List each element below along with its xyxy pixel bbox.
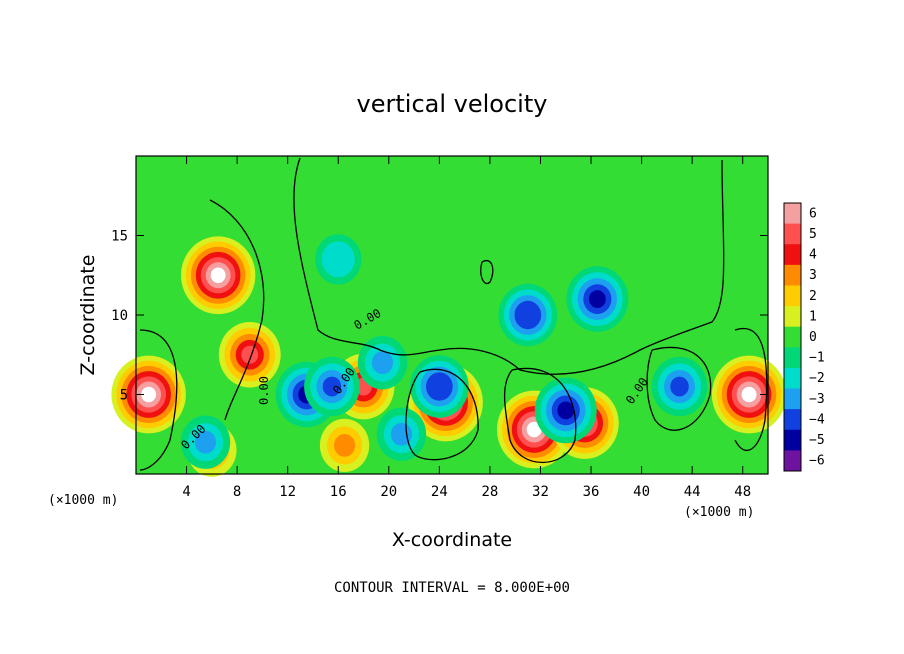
x-tick-label: 24 bbox=[431, 484, 448, 500]
contour-line-0 bbox=[293, 157, 725, 375]
colorbar-swatch bbox=[784, 429, 801, 451]
colorbar-frame bbox=[783, 202, 802, 472]
colorbar-label: 6 bbox=[809, 206, 817, 221]
downdraft-cell-15-level-4 bbox=[670, 376, 689, 397]
colorbar-label: −2 bbox=[809, 371, 825, 386]
downdraft-cell-17-level-3 bbox=[194, 430, 217, 454]
x-unit-left: (×1000 m) bbox=[48, 493, 118, 508]
updraft-cell-9-level-3 bbox=[333, 433, 356, 457]
contour-line-5 bbox=[646, 346, 712, 431]
x-tick-label: 8 bbox=[233, 484, 241, 500]
contour-line-2 bbox=[209, 199, 265, 421]
x-tick-label: 12 bbox=[279, 484, 296, 500]
zero-contours: 0.00 0.000.000.000.00 bbox=[139, 157, 768, 471]
colorbar-swatch bbox=[784, 285, 801, 307]
updraft-cell-5-level-8 bbox=[531, 426, 538, 433]
x-unit-right: (×1000 m) bbox=[684, 505, 754, 520]
x-tick-label: 20 bbox=[380, 484, 397, 500]
colorbar-label: −5 bbox=[809, 433, 825, 448]
colorbar-swatch bbox=[784, 264, 801, 286]
contour-interval-note: CONTOUR INTERVAL = 8.000E+00 bbox=[334, 580, 570, 596]
updraft-cell-7-level-8 bbox=[746, 391, 753, 398]
contour-line-3 bbox=[405, 368, 479, 461]
colorbar-label: −6 bbox=[809, 454, 825, 469]
colorbar-swatch bbox=[784, 450, 801, 472]
colorbar: 6 5 4 3 2 1 0 −1 −2 −3 −4 −5 −6 bbox=[783, 202, 825, 472]
colorbar-label: 1 bbox=[809, 309, 817, 324]
colorbar-swatch bbox=[784, 367, 801, 390]
colorbar-swatch bbox=[784, 223, 801, 245]
downdraft-cell-11-level-5 bbox=[519, 306, 536, 324]
downdraft-cell-18-level-3 bbox=[328, 248, 349, 271]
x-tick-label: 28 bbox=[481, 484, 498, 500]
colorbar-swatch bbox=[784, 326, 801, 348]
downdraft-cell-19-level-3 bbox=[371, 351, 394, 375]
colorbar-swatch bbox=[784, 347, 801, 369]
colorbar-swatch bbox=[784, 306, 801, 328]
chart-title: vertical velocity bbox=[357, 90, 548, 118]
colorbar-swatch bbox=[784, 388, 801, 410]
y-tick-label: 10 bbox=[111, 308, 128, 324]
downdraft-cell-16-level-5 bbox=[557, 401, 575, 420]
colorbar-label: 4 bbox=[809, 248, 817, 263]
x-tick-label: 40 bbox=[633, 484, 650, 500]
downdraft-cell-14-level-4 bbox=[322, 376, 342, 397]
updraft-cell-0-level-8 bbox=[215, 272, 222, 279]
x-axis-label: X-coordinate bbox=[392, 529, 512, 551]
updraft-cell-2-level-8 bbox=[145, 391, 152, 398]
plot-area: 0.00 0.000.000.000.00 4 8 12 16 20 24 28 32 36 40 4… bbox=[111, 155, 787, 500]
velocity-field bbox=[111, 234, 787, 477]
colorbar-label: 5 bbox=[809, 227, 817, 242]
x-ticks: 4 8 12 16 20 24 28 32 36 40 44 48 bbox=[182, 156, 751, 500]
x-tick-label: 36 bbox=[583, 484, 600, 500]
contour-label-4: 0.00 bbox=[257, 376, 271, 405]
contour-line-1 bbox=[139, 329, 178, 471]
colorbar-label: −1 bbox=[809, 351, 825, 366]
y-axis-label: Z-coordinate bbox=[77, 255, 99, 376]
x-tick-label: 44 bbox=[684, 484, 701, 500]
colorbar-swatch bbox=[784, 409, 801, 431]
colorbar-swatch bbox=[784, 203, 801, 225]
contour-line-4 bbox=[503, 367, 577, 463]
y-tick-label: 15 bbox=[111, 229, 128, 245]
contour-line-7 bbox=[480, 259, 494, 285]
colorbar-label: −4 bbox=[809, 412, 825, 427]
x-tick-label: 16 bbox=[330, 484, 347, 500]
colorbar-label: 2 bbox=[809, 289, 817, 304]
colorbar-swatch bbox=[784, 244, 801, 266]
colorbar-label: 0 bbox=[809, 330, 817, 345]
x-tick-label: 48 bbox=[734, 484, 751, 500]
x-tick-label: 32 bbox=[532, 484, 549, 500]
contour-line-6 bbox=[734, 327, 768, 452]
y-tick-label: 5 bbox=[120, 388, 128, 404]
colorbar-label: 3 bbox=[809, 268, 817, 283]
downdraft-cell-10-level-5 bbox=[588, 290, 606, 309]
x-tick-label: 4 bbox=[182, 484, 190, 500]
colorbar-label: −3 bbox=[809, 392, 825, 407]
y-ticks: 5 10 15 bbox=[111, 229, 768, 404]
updraft-cell-1-level-5 bbox=[241, 345, 259, 364]
downdraft-cell-12-level-5 bbox=[431, 378, 448, 396]
